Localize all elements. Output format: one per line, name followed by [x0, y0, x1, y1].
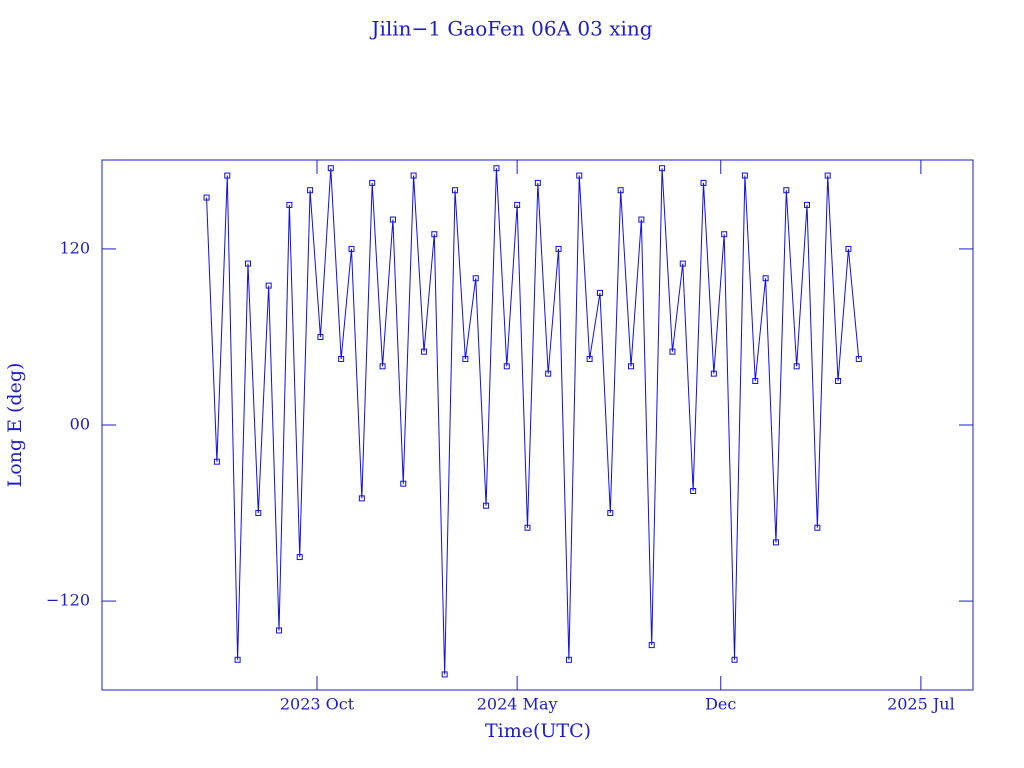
data-point: [276, 627, 283, 634]
data-point: [804, 201, 811, 208]
data-point: [327, 165, 334, 172]
y-tick-label: 120: [59, 238, 90, 257]
data-point: [659, 165, 666, 172]
data-point: [255, 510, 262, 517]
data-point: [793, 363, 800, 370]
data-point: [607, 510, 614, 517]
data-point: [441, 671, 448, 678]
data-point: [855, 355, 862, 362]
data-point: [213, 458, 220, 465]
data-point: [400, 480, 407, 487]
data-point: [358, 495, 365, 502]
data-point: [452, 187, 459, 194]
data-point: [783, 187, 790, 194]
data-point: [565, 656, 572, 663]
data-point: [234, 656, 241, 663]
data-point: [514, 201, 521, 208]
data-point: [576, 172, 583, 179]
data-point: [721, 231, 728, 238]
data-point: [762, 275, 769, 282]
data-point: [731, 656, 738, 663]
data-point: [524, 524, 531, 531]
data-point: [379, 363, 386, 370]
y-tick-label: 00: [70, 415, 90, 434]
data-point: [555, 245, 562, 252]
data-point: [669, 348, 676, 355]
x-tick-label: 2024 May: [477, 695, 558, 714]
data-point: [389, 216, 396, 223]
data-point: [824, 172, 831, 179]
data-point: [814, 524, 821, 531]
x-tick-label: 2023 Oct: [280, 695, 355, 714]
data-point: [431, 231, 438, 238]
data-point: [741, 172, 748, 179]
data-point: [483, 502, 490, 509]
data-point: [845, 245, 852, 252]
x-tick-label: 2025 Jul: [887, 695, 955, 714]
data-point: [493, 165, 500, 172]
data-point: [648, 642, 655, 649]
y-tick-label: −120: [46, 591, 90, 610]
data-point: [244, 260, 251, 267]
data-point: [462, 355, 469, 362]
data-point: [772, 539, 779, 546]
data-point: [369, 179, 376, 186]
data-line: [206, 168, 860, 675]
data-point: [628, 363, 635, 370]
x-tick-label: Dec: [705, 695, 736, 714]
data-point: [203, 194, 210, 201]
data-point: [596, 289, 603, 296]
data-point: [286, 201, 293, 208]
data-point: [317, 333, 324, 340]
data-point: [265, 282, 272, 289]
data-point: [534, 179, 541, 186]
data-point: [638, 216, 645, 223]
data-point: [472, 275, 479, 282]
data-point: [679, 260, 686, 267]
data-point: [348, 245, 355, 252]
data-point: [752, 377, 759, 384]
data-point: [410, 172, 417, 179]
data-point: [545, 370, 552, 377]
data-point: [338, 355, 345, 362]
data-point: [420, 348, 427, 355]
y-axis-label: Long E (deg): [4, 363, 26, 488]
data-point: [586, 355, 593, 362]
x-axis-label: Time(UTC): [485, 720, 591, 742]
data-point: [224, 172, 231, 179]
data-point: [710, 370, 717, 377]
chart-title: Jilin−1 GaoFen 06A 03 xing: [369, 17, 652, 41]
data-point: [307, 187, 314, 194]
data-point: [690, 488, 697, 495]
data-point: [835, 377, 842, 384]
data-point: [503, 363, 510, 370]
data-point: [617, 187, 624, 194]
data-point: [700, 179, 707, 186]
data-point: [296, 554, 303, 561]
